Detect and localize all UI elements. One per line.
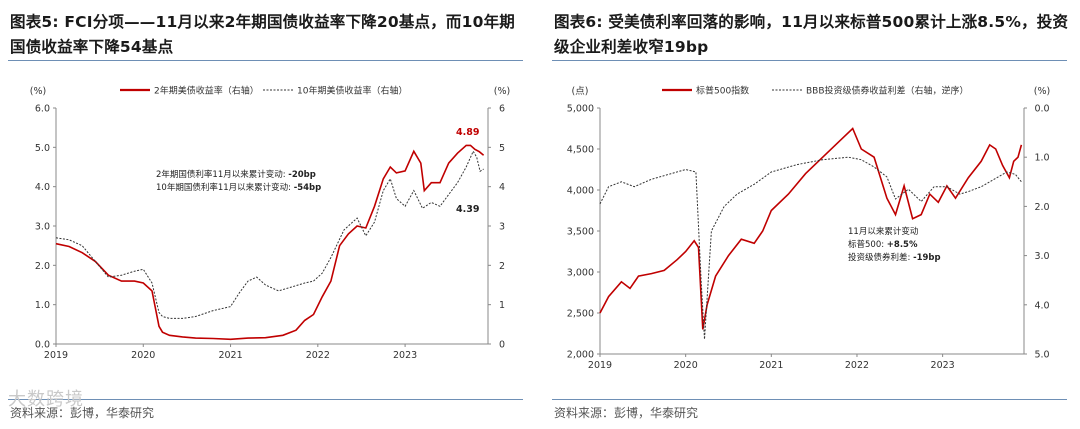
annotation-2y-value: -20bp [288,170,316,180]
annotation-2y-label: 2年期国债利率11月以来累计变动: [156,169,288,180]
annotation-10y-label: 10年期国债利率11月以来累计变动: [156,182,294,193]
y-tick-label-right: 0 [499,340,505,351]
y-tick-label-right: 2 [499,261,505,272]
legend-label: BBB投资级债券收益利差（右轴，逆序） [806,85,969,97]
y-tick-label-left: 1.0 [35,300,50,311]
series-line-solid [599,127,1023,330]
right-top-rule [552,60,1067,61]
y-tick-label-right: 1.0 [1034,153,1049,164]
x-tick-label: 2023 [393,350,417,361]
y-tick-label-left: 2,000 [567,350,594,361]
x-tick-label: 2022 [306,350,330,361]
y-tick-label-left: 3.0 [35,222,50,233]
x-tick-label: 2020 [674,360,698,371]
y-tick-label-left: 2.0 [35,261,50,272]
end-label-2y: 4.89 [456,127,479,138]
annotation-spread: 投资级债券利差: -19bp [848,252,941,263]
y-tick-label-right: 3 [499,222,505,233]
watermark-text: 大数跨境 [8,389,84,410]
y-tick-label-right: 6 [499,104,505,115]
right-axis-unit: (%) [1034,86,1050,97]
y-tick-label-left: 3,000 [567,268,594,279]
y-tick-label-right: 3.0 [1034,251,1049,262]
legend-label: 标普500指数 [696,85,749,97]
right-axis-unit: (%) [494,86,510,97]
annotation-title: 11月以来累计变动 [848,226,919,237]
y-tick-label-left: 5.0 [35,143,50,154]
annotation-10y-value: -54bp [294,183,322,193]
left-axis-unit: (%) [30,86,46,97]
y-tick-label-left: 2,500 [567,309,594,320]
y-tick-label-right: 0.0 [1034,104,1049,115]
x-tick-label: 2021 [218,350,242,361]
annotation-2y: 2年期国债利率11月以来累计变动: -20bp [156,169,316,180]
left-top-rule [8,60,523,61]
y-tick-label-left: 3,500 [567,227,594,238]
left-figure-title: 图表5: FCI分项——11月以来2年期国债收益率下降20基点，而10年期国债收… [10,13,516,56]
x-tick-label: 2021 [759,360,783,371]
y-tick-label-right: 5.0 [1034,350,1049,361]
x-tick-label: 2020 [131,350,155,361]
right-chart: 2,000 2,500 3,000 3,500 4,000 4,500 5,000 0.0 1.… [567,85,1050,372]
left-chart: 0.0 1.0 2.0 3.0 4.0 5.0 6.0 0 1 2 3 4 5 6 2019 2020 2021… [30,85,510,362]
left-bottom-rule [8,399,523,400]
y-tick-label-right: 5 [499,143,505,154]
right-panel: 图表6: 受美债利率回落的影响，11月以来标普500累计上涨8.5%，投资级企业… [552,0,1072,429]
annotation-sp: 标普500: +8.5% [848,239,918,250]
y-tick-label-left: 0.0 [35,340,50,351]
y-tick-label-right: 4.0 [1034,300,1049,311]
y-tick-label-right: 1 [499,300,505,311]
x-tick-label: 2022 [845,360,869,371]
series-line-dotted [599,156,1022,340]
annotation-sp-label: 标普500: [848,239,887,250]
y-tick-label-left: 5,000 [567,104,594,115]
annotation-spread-value: -19bp [913,253,941,263]
series-line-dotted [55,150,484,319]
y-tick-label-left: 6.0 [35,104,50,115]
y-tick-label-right: 2.0 [1034,202,1049,213]
y-tick-label-left: 4.0 [35,182,50,193]
left-axis-unit: (点) [572,86,589,97]
y-tick-label-left: 4,500 [567,145,594,156]
left-source-note: 资料来源：彭博，华泰研究 [10,406,155,420]
series-line-solid [55,144,485,341]
right-figure-title: 图表6: 受美债利率回落的影响，11月以来标普500累计上涨8.5%，投资级企业… [554,13,1069,56]
annotation-10y: 10年期国债利率11月以来累计变动: -54bp [156,182,321,193]
x-tick-label: 2019 [44,350,68,361]
right-source-note: 资料来源：彭博，华泰研究 [554,406,699,420]
y-tick-label-left: 4,000 [567,186,594,197]
y-tick-label-right: 4 [499,182,505,193]
end-label-10y: 4.39 [456,204,479,215]
legend-label: 10年期美债收益率（右轴） [297,85,407,97]
x-tick-label: 2023 [931,360,955,371]
left-panel: 图表5: FCI分项——11月以来2年期国债收益率下降20基点，而10年期国债收… [8,0,528,429]
legend-label: 2年期美债收益率（右轴） [154,85,259,97]
annotation-sp-value: +8.5% [887,240,918,250]
annotation-spread-label: 投资级债券利差: [848,252,913,263]
right-bottom-rule [552,399,1067,400]
x-tick-label: 2019 [588,360,612,371]
